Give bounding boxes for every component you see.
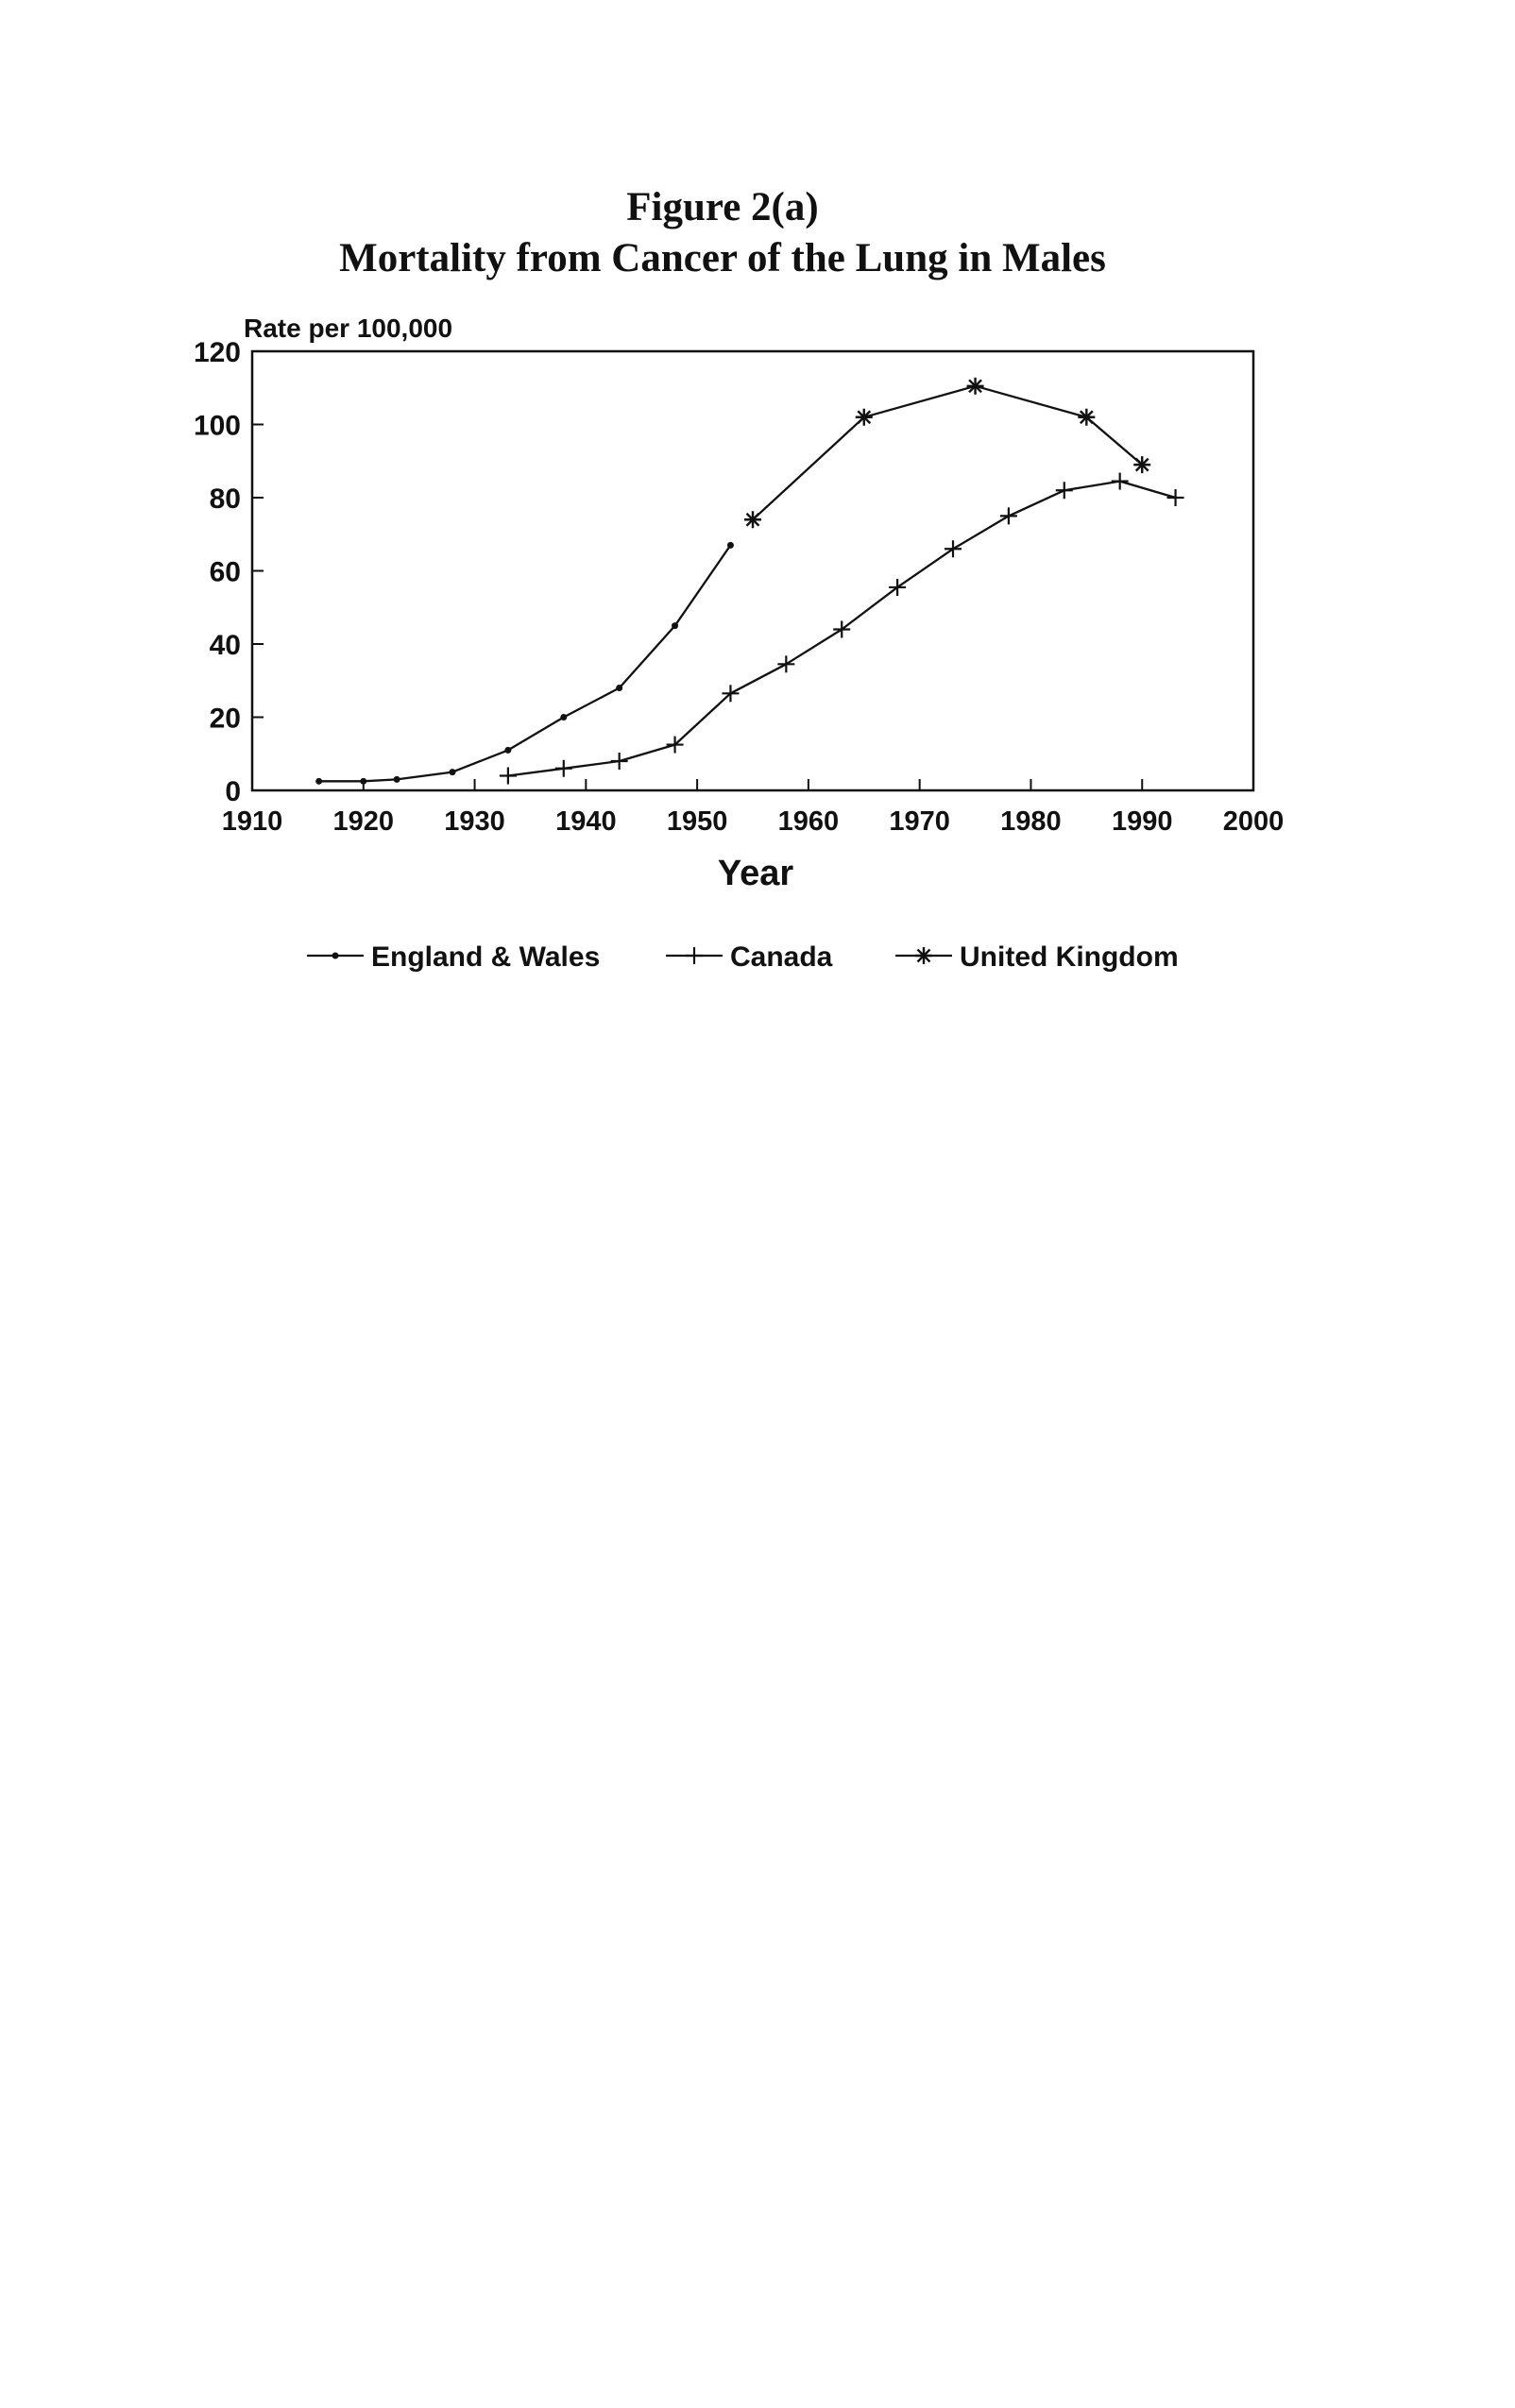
x-tick-label: 1920 bbox=[333, 806, 395, 837]
y-tick-label: 20 bbox=[210, 704, 241, 735]
data-point-united-kingdom bbox=[1078, 408, 1096, 426]
legend-item-canada: Canada bbox=[666, 941, 833, 973]
x-axis: 1910 1920 1930 1940 1950 1960 1970 1980 1990 2000 bbox=[222, 779, 1285, 837]
y-tick-label: 80 bbox=[210, 483, 241, 515]
data-point-england-wales bbox=[315, 777, 323, 785]
legend: England & Wales Canada United Kingdom bbox=[307, 941, 1179, 973]
x-tick-label: 1990 bbox=[1112, 806, 1173, 837]
data-point-england-wales bbox=[449, 769, 456, 776]
legend-label: United Kingdom bbox=[960, 941, 1179, 973]
data-point-canada bbox=[499, 767, 517, 785]
figure-number: Figure 2(a) bbox=[626, 185, 819, 229]
data-point-england-wales bbox=[726, 541, 734, 549]
y-axis-label: Rate per 100,000 bbox=[244, 314, 452, 343]
data-point-england-wales bbox=[360, 777, 367, 785]
y-tick-label: 0 bbox=[225, 776, 241, 807]
y-tick-label: 40 bbox=[210, 630, 241, 661]
data-point-united-kingdom bbox=[744, 511, 761, 529]
data-point-england-wales bbox=[616, 685, 623, 691]
chart-title: Mortality from Cancer of the Lung in Mal… bbox=[339, 236, 1106, 280]
data-point-england-wales bbox=[560, 714, 568, 721]
data-point-canada bbox=[1055, 482, 1073, 500]
x-tick-label: 1960 bbox=[778, 806, 840, 837]
y-tick-label: 120 bbox=[194, 337, 241, 368]
series-england-wales bbox=[315, 541, 734, 785]
data-point-canada bbox=[777, 655, 795, 673]
data-point-canada bbox=[1111, 472, 1129, 490]
x-tick-label: 1950 bbox=[667, 806, 728, 837]
data-point-canada bbox=[610, 753, 628, 770]
series-united-kingdom bbox=[744, 377, 1151, 529]
x-tick-label: 1980 bbox=[1000, 806, 1062, 837]
y-tick-label: 100 bbox=[194, 411, 241, 442]
legend-item-united-kingdom: United Kingdom bbox=[895, 941, 1179, 973]
legend-label: Canada bbox=[730, 941, 833, 973]
legend-marker bbox=[915, 947, 932, 964]
line-chart: 0 20 40 60 80 100 120 1910 1920 1930 1940 1950 1960… bbox=[194, 314, 1285, 973]
data-point-canada bbox=[833, 620, 851, 638]
data-point-united-kingdom bbox=[855, 408, 873, 426]
data-point-canada bbox=[666, 736, 684, 754]
data-point-canada bbox=[889, 578, 907, 596]
plot-frame bbox=[250, 349, 1255, 792]
legend-marker bbox=[332, 952, 339, 959]
legend-item-england-wales: England & Wales bbox=[307, 941, 600, 973]
x-tick-label: 1940 bbox=[555, 806, 617, 837]
data-point-canada bbox=[945, 540, 962, 558]
series-layer bbox=[315, 377, 1184, 785]
x-axis-label: Year bbox=[718, 854, 794, 893]
data-point-united-kingdom bbox=[1133, 456, 1151, 474]
y-tick-label: 60 bbox=[210, 557, 241, 588]
series-canada bbox=[499, 472, 1184, 785]
x-tick-label: 2000 bbox=[1223, 806, 1285, 837]
x-tick-label: 1930 bbox=[444, 806, 505, 837]
series-line-united-kingdom bbox=[752, 384, 1143, 521]
data-point-england-wales bbox=[504, 746, 512, 754]
y-axis: 0 20 40 60 80 100 120 bbox=[194, 337, 264, 807]
x-tick-label: 1910 bbox=[222, 806, 283, 837]
legend-label: England & Wales bbox=[371, 941, 600, 973]
legend-marker bbox=[686, 947, 703, 964]
data-point-england-wales bbox=[393, 775, 400, 783]
data-point-england-wales bbox=[672, 622, 679, 630]
data-point-canada bbox=[999, 507, 1017, 525]
data-point-canada bbox=[722, 685, 740, 703]
data-point-canada bbox=[1166, 489, 1184, 506]
data-point-united-kingdom bbox=[966, 377, 984, 395]
x-tick-label: 1970 bbox=[889, 806, 950, 837]
data-point-canada bbox=[554, 759, 572, 777]
